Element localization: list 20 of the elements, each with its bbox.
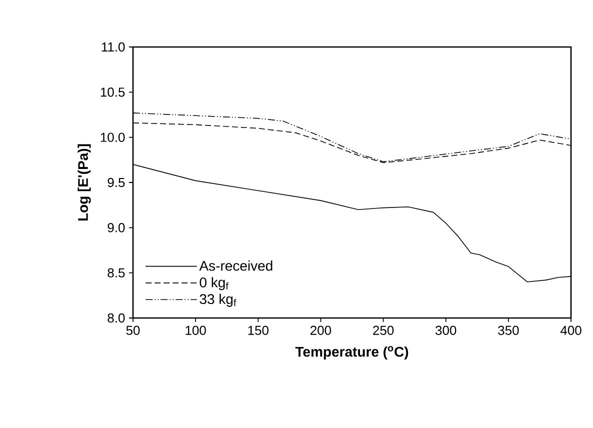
x-tick-label: 50	[126, 326, 140, 335]
x-tick-label: 100	[186, 326, 206, 335]
x-tick-label: 300	[436, 326, 456, 335]
legend-label: As-received	[199, 260, 272, 271]
legend-label: 0 kg$_{f}$	[200, 277, 228, 290]
y-tick-label: 8.0	[108, 313, 125, 323]
x-tick-label: 150	[248, 326, 268, 335]
legend-label: 33 kg$_{f}$	[200, 294, 236, 307]
y-tick-label: 10.0	[100, 132, 125, 142]
x-tick-label: 350	[498, 326, 519, 335]
y-axis-title: Log [E'(Pa)]	[78, 144, 91, 221]
y-tick-label: 9.0	[108, 223, 125, 232]
y-tick-label: 9.5	[108, 178, 125, 188]
x-tick-label: 250	[373, 326, 394, 335]
x-tick-label: 400	[560, 326, 582, 335]
y-tick-label: 8.5	[108, 268, 125, 278]
y-tick-label: 11.0	[102, 42, 125, 52]
x-tick-label: 200	[310, 326, 332, 335]
x-axis-title: Temperature ($^{o}$C)	[295, 346, 408, 360]
y-tick-label: 10.5	[100, 88, 125, 97]
